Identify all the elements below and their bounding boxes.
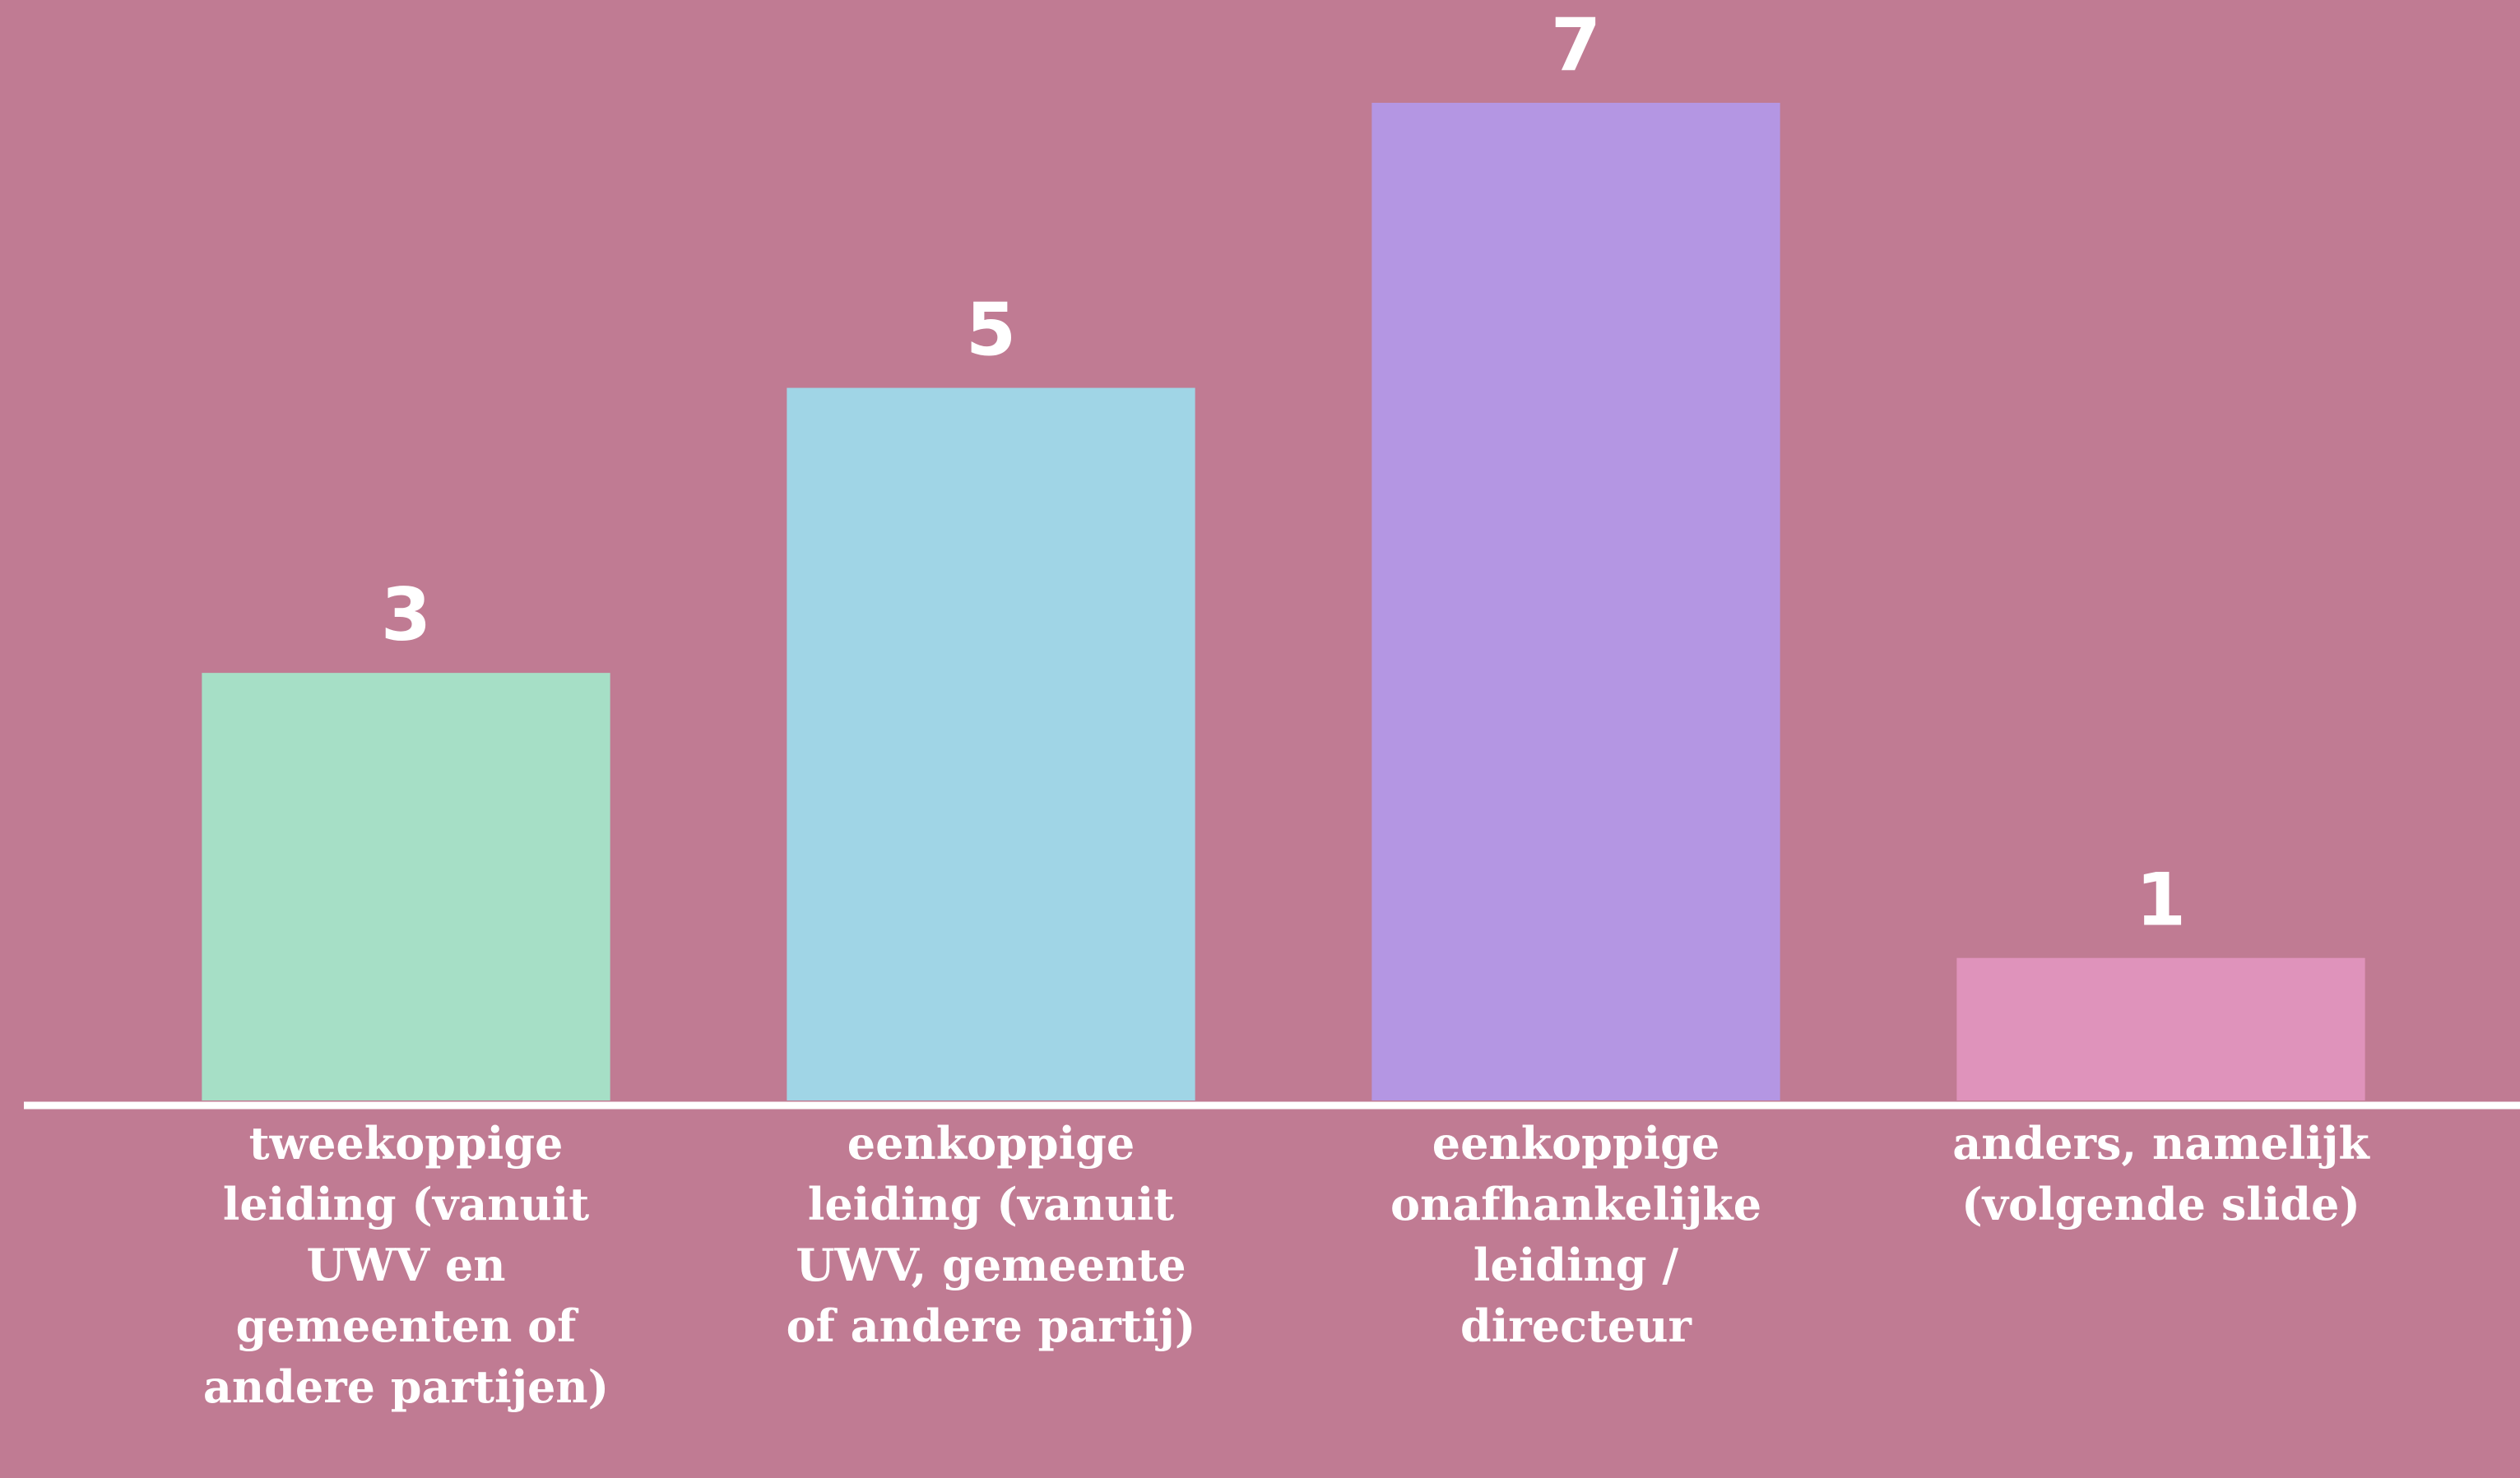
- value-label: 3: [381, 572, 431, 657]
- bar: [1371, 103, 1780, 1100]
- value-label: 1: [2136, 858, 2186, 943]
- x-tick-label: anders, namelijk (volgende slide): [1952, 1117, 2369, 1230]
- x-tick-label: eenkoppige leiding (vanuit UWV, gemeente…: [786, 1117, 1196, 1352]
- bar: [202, 673, 610, 1100]
- x-tick-label: eenkoppige onafhankelijke leiding / dire…: [1390, 1117, 1762, 1352]
- x-tick-label-box: anders, namelijk (volgende slide): [1952, 1117, 2369, 1230]
- x-tick-label: tweekoppige leiding (vanuit UWV en gemee…: [202, 1117, 610, 1413]
- bar: [787, 387, 1195, 1101]
- x-tick-label-box: eenkoppige leiding (vanuit UWV, gemeente…: [786, 1117, 1196, 1352]
- value-label: 5: [966, 288, 1016, 373]
- x-tick-label-box: tweekoppige leiding (vanuit UWV en gemee…: [202, 1117, 610, 1413]
- value-label: 7: [1551, 2, 1601, 87]
- x-tick-label-box: eenkoppige onafhankelijke leiding / dire…: [1390, 1117, 1762, 1352]
- bar: [1956, 957, 2365, 1100]
